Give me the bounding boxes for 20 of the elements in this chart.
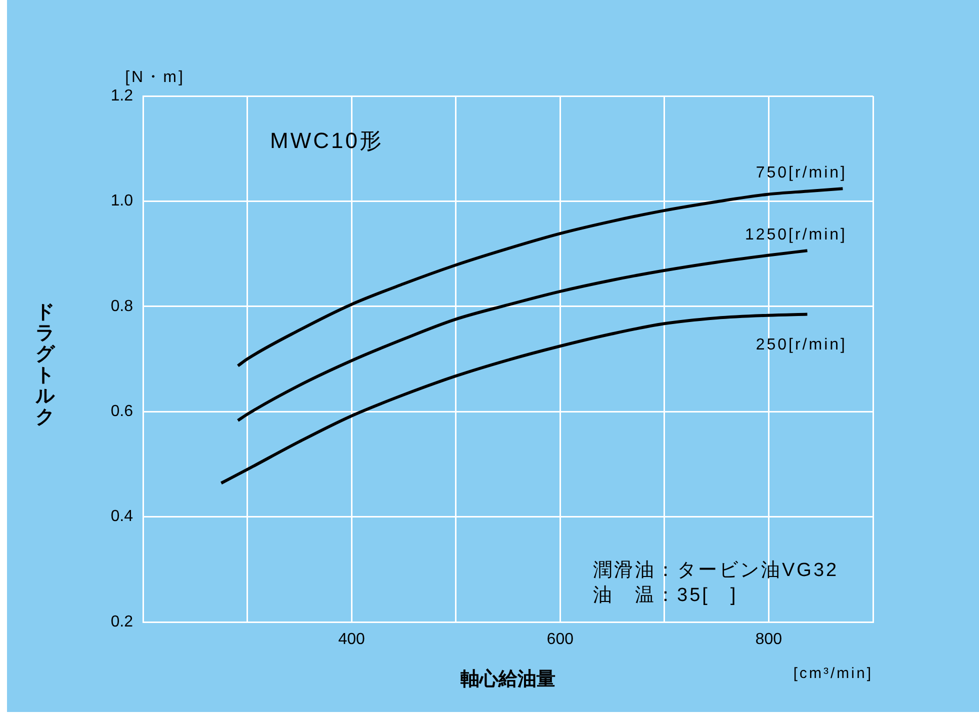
series-label: 1250[r/min] [744, 226, 847, 244]
x-tick-label: 800 [755, 631, 782, 648]
series-label: 750[r/min] [756, 164, 847, 182]
x-tick-label: 400 [338, 631, 366, 648]
line-series [236, 187, 844, 368]
y-axis-title: ドラグトルク [34, 302, 56, 428]
series-label: 250[r/min] [756, 336, 847, 354]
y-tick-label: 0.4 [110, 508, 134, 526]
text: [cm³/min] [793, 665, 873, 682]
annotation: 油 温：35[ ] [593, 585, 738, 606]
x-axis-title: 軸心給油量 [460, 668, 556, 690]
x-tick-label: 600 [546, 631, 574, 648]
y-tick-label: 1.2 [110, 87, 134, 104]
y-tick-label: 1.0 [110, 192, 134, 210]
y-tick-label: 0.2 [110, 613, 134, 630]
annotation: 潤滑油：タービン油VG32 [593, 560, 839, 581]
y-tick-label: 0.8 [110, 298, 134, 315]
y-tick-label: 0.6 [110, 403, 134, 420]
annotation: MWC10形 [270, 128, 384, 153]
text: [N・m] [125, 69, 185, 86]
